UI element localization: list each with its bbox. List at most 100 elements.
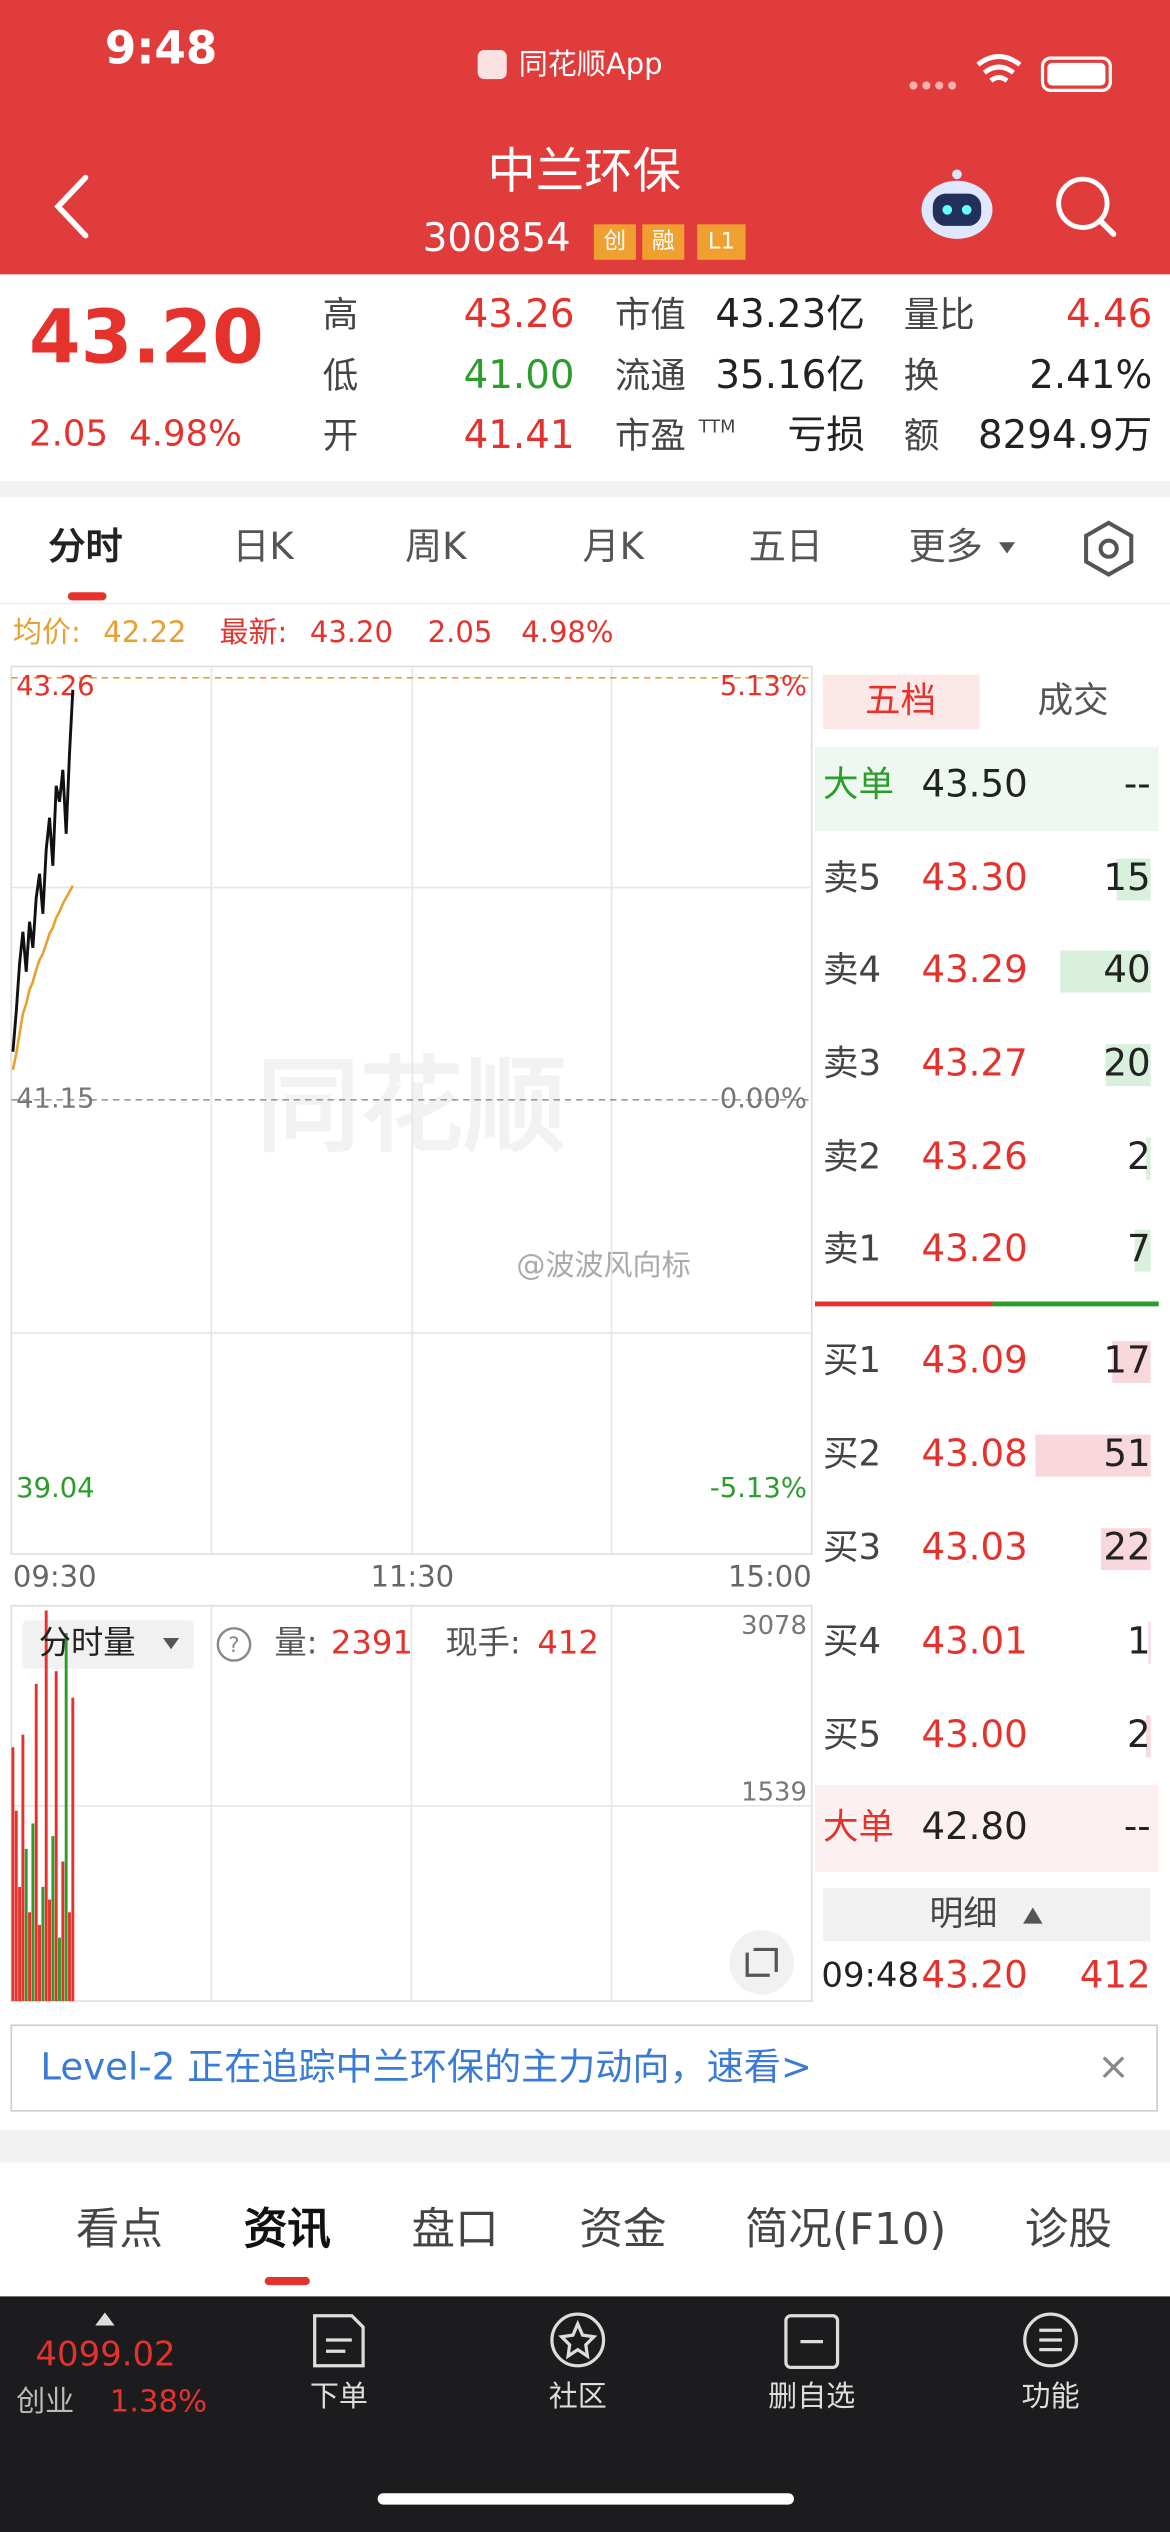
book-label: 卖4: [823, 949, 881, 990]
volume-label: 量:: [274, 1623, 317, 1661]
pct-tick-label: -5.13%: [710, 1473, 807, 1504]
book-tab[interactable]: 成交: [1038, 680, 1109, 721]
change-pct-value: 4.98%: [521, 615, 613, 649]
section-gap: [0, 2130, 1170, 2163]
volume-bar: [14, 1810, 18, 2002]
book-price: 43.08: [921, 1432, 1027, 1475]
help-mark: ?: [228, 1633, 239, 1657]
change-value: 2.05: [428, 615, 493, 649]
depth-bar: [1134, 1229, 1151, 1272]
volume-bar: [21, 1734, 25, 2002]
volume-value: 2391: [331, 1623, 413, 1661]
stat-value: 43.23亿: [715, 292, 865, 337]
book-label: 大单: [823, 1806, 894, 1847]
avg-label: 均价:: [13, 615, 81, 649]
tag-bg: [642, 224, 685, 260]
nav-item[interactable]: 下单: [310, 2379, 368, 2413]
depth-bar: [1146, 1137, 1151, 1180]
volume-bar: [64, 1633, 68, 2002]
index-name: 创业: [16, 2384, 74, 2418]
banner-box[interactable]: [10, 2024, 1158, 2112]
index-change: 1.38%: [110, 2384, 207, 2419]
signal-dots: [909, 81, 957, 90]
nav-item[interactable]: 删自选: [768, 2379, 855, 2413]
trade-price: 43.20: [921, 1953, 1027, 1996]
stock-name: 中兰环保: [487, 143, 681, 199]
nav-item[interactable]: 社区: [549, 2379, 607, 2413]
watermark: 同花顺: [257, 1047, 567, 1167]
book-label: 卖5: [823, 858, 881, 899]
book-volume: 22: [1103, 1526, 1150, 1569]
y-tick-label: 41.15: [16, 1083, 95, 1114]
period-tab[interactable]: 更多: [909, 525, 983, 568]
stat-value: 亏损: [788, 413, 865, 458]
dropdown-arrow: [162, 1637, 180, 1650]
content-tab[interactable]: 资讯: [244, 2205, 331, 2255]
search-button[interactable]: [1056, 176, 1117, 237]
book-volume: 40: [1103, 948, 1150, 991]
book-label: 买1: [823, 1340, 881, 1381]
content-tab[interactable]: 盘口: [412, 2205, 499, 2255]
stat-label: 流通: [615, 356, 686, 397]
y-tick-label: 3078: [741, 1611, 807, 1641]
more-arrow: [998, 542, 1016, 554]
book-tab[interactable]: 五档: [865, 680, 936, 721]
detail-button[interactable]: [823, 1888, 1151, 1942]
book-price: 43.27: [921, 1042, 1027, 1085]
content-tab[interactable]: 诊股: [1025, 2205, 1112, 2255]
volume-bar: [28, 1912, 32, 2002]
stat-value: 43.26: [464, 292, 575, 337]
assistant-icon[interactable]: [921, 169, 993, 239]
content-tab[interactable]: 简况(F10): [745, 2205, 947, 2255]
book-price: 43.00: [921, 1713, 1027, 1756]
volume-bar: [61, 1861, 65, 2002]
volume-bar: [51, 1836, 55, 2002]
volume-title: 分时量: [39, 1623, 136, 1661]
nav-item[interactable]: 功能: [1022, 2379, 1080, 2413]
stat-value: 4.46: [1066, 292, 1152, 337]
tag-bg: [697, 224, 746, 260]
volume-bar: [58, 1937, 61, 2002]
book-volume: 2: [1127, 1135, 1151, 1178]
tab-indicator: [67, 592, 107, 601]
help-icon[interactable]: [216, 1627, 252, 1662]
volume-bar: [34, 1683, 38, 2002]
last-price: 43.20: [29, 294, 264, 381]
book-volume: 2: [1127, 1713, 1151, 1756]
stat-label: 额: [904, 415, 940, 456]
stock-tag: 融: [652, 229, 675, 255]
active-tab-bg: [823, 674, 980, 730]
x-tick-label: 09:30: [13, 1559, 97, 1593]
book-price: 43.50: [921, 762, 1027, 805]
section-gap: [0, 480, 1170, 498]
banner-text[interactable]: Level-2 正在追踪中兰环保的主力动向，速看>: [40, 2045, 812, 2088]
period-tab[interactable]: 周K: [405, 525, 468, 568]
last-value: 43.20: [310, 615, 393, 649]
stat-label: 市盈: [615, 415, 686, 456]
period-tab[interactable]: 月K: [583, 525, 646, 568]
period-tab[interactable]: 五日: [749, 525, 823, 568]
volume-bar: [41, 1886, 45, 2002]
stock-tag: L1: [708, 229, 735, 255]
content-tab[interactable]: 看点: [76, 2205, 163, 2255]
depth-bar: [1100, 1528, 1151, 1571]
close-button[interactable]: [1102, 2056, 1125, 2079]
up-arrow: [95, 2312, 115, 2326]
settings-icon[interactable]: [1084, 520, 1134, 577]
volume-bar: [18, 1886, 22, 2002]
stock-code: 300854: [423, 216, 571, 261]
expand-button[interactable]: [729, 1930, 794, 1995]
avg-line: [11, 885, 74, 1071]
period-tab[interactable]: 日K: [232, 525, 295, 568]
volume-bar: [11, 1747, 15, 2002]
book-label: 买3: [823, 1527, 881, 1568]
back-button[interactable]: [54, 174, 89, 239]
stat-label: 换: [904, 356, 940, 397]
volume-bar: [71, 1697, 75, 2002]
depth-bar: [1148, 1621, 1151, 1664]
period-tab[interactable]: 分时: [48, 525, 122, 568]
avg-value: 42.22: [103, 615, 186, 649]
content-tab[interactable]: 资金: [579, 2205, 666, 2255]
